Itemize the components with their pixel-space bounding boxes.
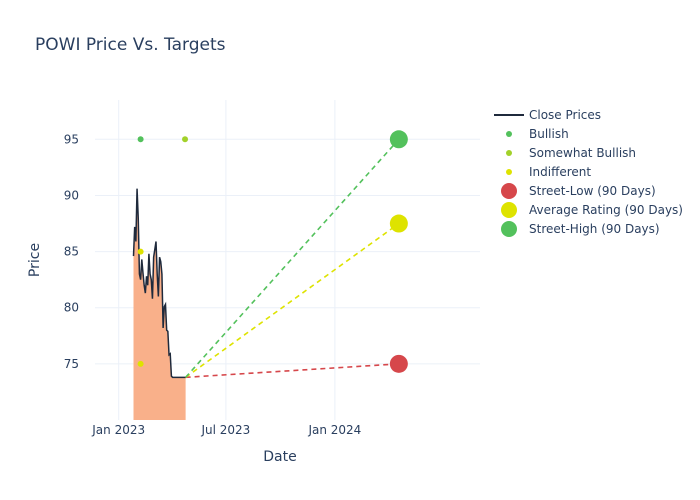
x-tick-label: Jul 2023 [200, 423, 250, 437]
target-projection-line [185, 222, 400, 378]
y-tick-label: 85 [64, 245, 79, 259]
projection-lines [185, 138, 400, 379]
y-tick-label: 75 [64, 357, 79, 371]
rating-point[interactable] [137, 360, 144, 367]
price-area [132, 188, 186, 420]
rating-point[interactable] [137, 248, 144, 255]
rating-points [137, 130, 408, 373]
target-marker[interactable] [389, 214, 408, 233]
legend-swatch [501, 221, 517, 237]
legend-swatch [501, 183, 517, 199]
target-marker[interactable] [389, 354, 408, 373]
y-axis-label: Price [27, 243, 43, 277]
legend-label[interactable]: Street-Low (90 Days) [529, 184, 656, 198]
y-tick-label: 95 [64, 132, 79, 146]
target-projection-line [185, 138, 400, 378]
legend[interactable]: Close Prices Bullish Somewhat Bullish Indif… [494, 108, 683, 237]
legend-label[interactable]: Average Rating (90 Days) [529, 203, 683, 217]
rating-point[interactable] [137, 136, 144, 143]
legend-label[interactable]: Indifferent [529, 165, 591, 179]
legend-label[interactable]: Somewhat Bullish [529, 146, 636, 160]
close-price-area [133, 188, 186, 420]
target-marker[interactable] [389, 130, 408, 149]
y-tick-label: 90 [64, 188, 79, 202]
legend-swatch [506, 169, 512, 175]
x-tick-label: Jan 2023 [91, 423, 145, 437]
legend-swatch [506, 150, 512, 156]
close-price-line [132, 188, 186, 379]
x-axis-label: Date [263, 449, 296, 465]
legend-swatch [501, 202, 517, 218]
legend-swatch [506, 131, 512, 137]
y-tick-label: 80 [64, 301, 79, 315]
axis-ticks: 75 80 85 90 95 Jan 2023 Jul 2023 Jan 2024 [64, 132, 362, 437]
x-tick-label: Jan 2024 [307, 423, 361, 437]
target-projection-line [185, 363, 399, 379]
legend-label[interactable]: Street-High (90 Days) [529, 222, 660, 236]
chart-title: POWI Price Vs. Targets [35, 35, 226, 55]
legend-label[interactable]: Bullish [529, 127, 569, 141]
rating-point[interactable] [182, 136, 189, 143]
legend-label[interactable]: Close Prices [529, 108, 601, 122]
